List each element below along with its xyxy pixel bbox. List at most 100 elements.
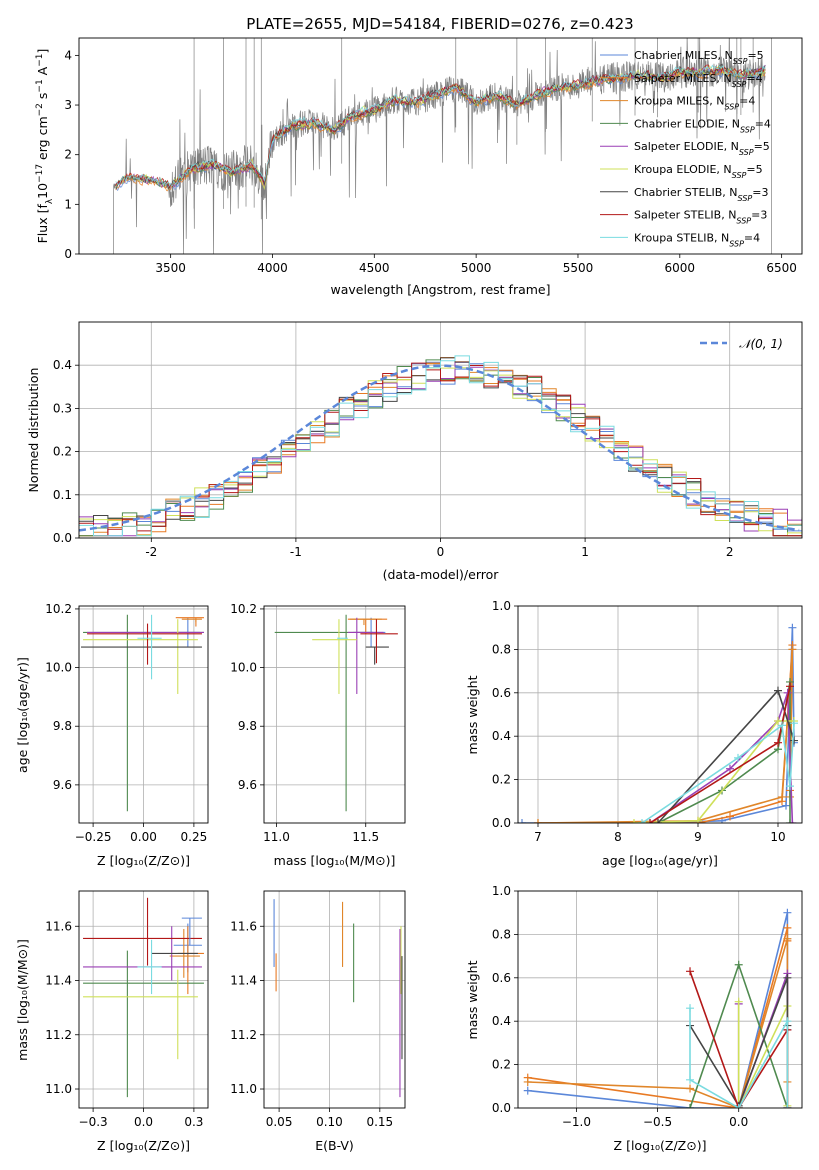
residuals-frame (78, 321, 803, 539)
mass-weight-marker (734, 753, 742, 762)
y-axis-label: Flux [fλ10−17 erg cm−2 s−1 A−1] (35, 49, 55, 244)
y-tick-label: 0.0 (492, 1101, 511, 1115)
x-tick-label: 0.3 (184, 1115, 203, 1129)
x-tick-label: 0.25 (181, 830, 208, 844)
observed-spectrum-line (113, 38, 766, 254)
x-tick-label: 3500 (155, 261, 186, 275)
residuals-plot-area (79, 355, 802, 537)
y-tick-label: 0.4 (492, 729, 511, 743)
y-tick-label: 0.0 (53, 531, 72, 545)
mass-weight-marker (788, 819, 797, 823)
mass-weight-marker (734, 960, 743, 969)
x-axis-label: Z [log₁₀(Z/Z⊙)] (97, 1138, 190, 1153)
x-tick-label: 6000 (665, 261, 696, 275)
x-tick-label: 5000 (461, 261, 492, 275)
x-tick-label: 0 (437, 545, 445, 559)
mass_vs_Z-frame (78, 890, 209, 1109)
y-tick-label: 1.0 (492, 884, 511, 898)
y-axis-label: mass [log₁₀(M/M⊙)] (15, 939, 30, 1061)
x-tick-label: 11.0 (263, 830, 290, 844)
y-tick-label: 11.0 (45, 1082, 72, 1096)
spectrum-plot-area (113, 38, 772, 254)
mass-weight-marker (734, 1104, 743, 1108)
weight_vs_age-frame (517, 605, 803, 824)
mass-weight-line (522, 627, 795, 823)
y-axis-label: mass weight (465, 675, 480, 754)
age_vs_mass-frame (263, 605, 406, 824)
x-axis-label: mass [log₁₀(M/M⊙)] (274, 853, 396, 868)
mass-weight-marker (786, 682, 794, 691)
y-tick-label: 10.0 (45, 661, 72, 675)
legend-entry-label: Salpeter MILES, NSSP=4 (634, 72, 763, 89)
x-tick-label: 11.5 (352, 830, 379, 844)
mass-weight-line (538, 645, 794, 823)
y-tick-label: 0.8 (492, 642, 511, 656)
mass-weight-marker (774, 717, 782, 726)
x-tick-label: 8 (614, 830, 622, 844)
model-spectrum-line (115, 64, 766, 187)
mass-weight-marker (783, 908, 792, 917)
y-tick-label: 0.4 (53, 358, 72, 372)
y-tick-label: 11.6 (45, 919, 72, 933)
residual-histogram (79, 355, 802, 537)
weight_vs_Z-frame (517, 890, 803, 1109)
mass_vs_Z-axes: −0.3 0.0 0.3 11.0 11.2 11.4 11.6 (45, 891, 208, 1129)
mass-weight-marker (654, 819, 662, 823)
legend-gaussian-label: 𝒩(0, 1) (739, 337, 783, 351)
mass-weight-marker (686, 1075, 695, 1084)
y-tick-label: 0.1 (53, 488, 72, 502)
x-tick-label: 0.0 (729, 1115, 748, 1129)
mass-weight-marker (774, 686, 782, 695)
spectrum-legend: Chabrier MILES, NSSP=5 Salpeter MILES, NS… (600, 49, 771, 248)
mass-weight-line (689, 977, 789, 1108)
legend-entry-label: Chabrier ELODIE, NSSP=4 (634, 117, 771, 133)
mass-weight-marker (734, 997, 743, 1006)
mass-weight-marker (788, 645, 797, 654)
mass-weight-marker (523, 1077, 532, 1086)
y-tick-label: 0.2 (53, 445, 72, 459)
x-tick-label: 6500 (766, 261, 797, 275)
x-tick-label: 0.0 (134, 1115, 153, 1129)
x-tick-label: −0.5 (643, 1115, 672, 1129)
x-tick-label: 1 (581, 545, 589, 559)
mass-weight-marker (686, 1104, 695, 1108)
legend-entry-label: Salpeter ELODIE, NSSP=5 (634, 140, 770, 157)
mass-weight-marker (646, 819, 654, 823)
mass-weight-marker (694, 816, 702, 823)
x-tick-label: -2 (145, 545, 157, 559)
mass-weight-marker (726, 812, 734, 821)
y-tick-label: 4 (64, 48, 72, 62)
legend-entry-label: Salpeter STELIB, NSSP=3 (634, 209, 767, 226)
legend-entry-label: Chabrier MILES, NSSP=5 (634, 49, 764, 66)
x-axis-label: E(B-V) (315, 1138, 354, 1153)
mass-weight-marker (783, 934, 792, 943)
mass-weight-marker (786, 782, 794, 791)
mass-weight-marker (686, 1084, 695, 1093)
age_vs_Z-frame (78, 605, 209, 824)
y-tick-label: 0.2 (492, 773, 511, 787)
y-tick-label: 10.2 (230, 602, 257, 616)
y-tick-label: 9.6 (238, 778, 257, 792)
gaussian-reference-line (79, 364, 800, 532)
mass-weight-line (527, 927, 789, 1108)
x-tick-label: 2 (726, 545, 734, 559)
x-tick-label: −0.25 (75, 830, 112, 844)
x-tick-label: 0.10 (316, 1115, 343, 1129)
y-tick-label: 10.2 (45, 602, 72, 616)
y-axis-label: age [log₁₀(age/yr)] (15, 657, 30, 773)
mass-weight-marker (790, 719, 798, 728)
residual-histogram (79, 367, 802, 537)
mass-weight-marker (783, 923, 792, 932)
chart-title: PLATE=2655, MJD=54184, FIBERID=0276, z=0… (246, 15, 633, 33)
mass-weight-marker (783, 1017, 792, 1026)
y-tick-label: 0.4 (492, 1014, 511, 1028)
residual-histogram (79, 361, 802, 537)
mass-weight-line (633, 720, 794, 823)
x-axis-label: wavelength [Angstrom, rest frame] (330, 282, 550, 297)
age_vs_Z-axes: −0.25 0.00 0.25 9.6 9.8 10.0 10.2 (45, 602, 208, 844)
y-tick-label: 9.8 (238, 719, 257, 733)
legend-entry-label: Chabrier STELIB, NSSP=3 (634, 186, 768, 203)
y-tick-label: 11.4 (45, 974, 72, 988)
x-tick-label: 9 (694, 830, 702, 844)
